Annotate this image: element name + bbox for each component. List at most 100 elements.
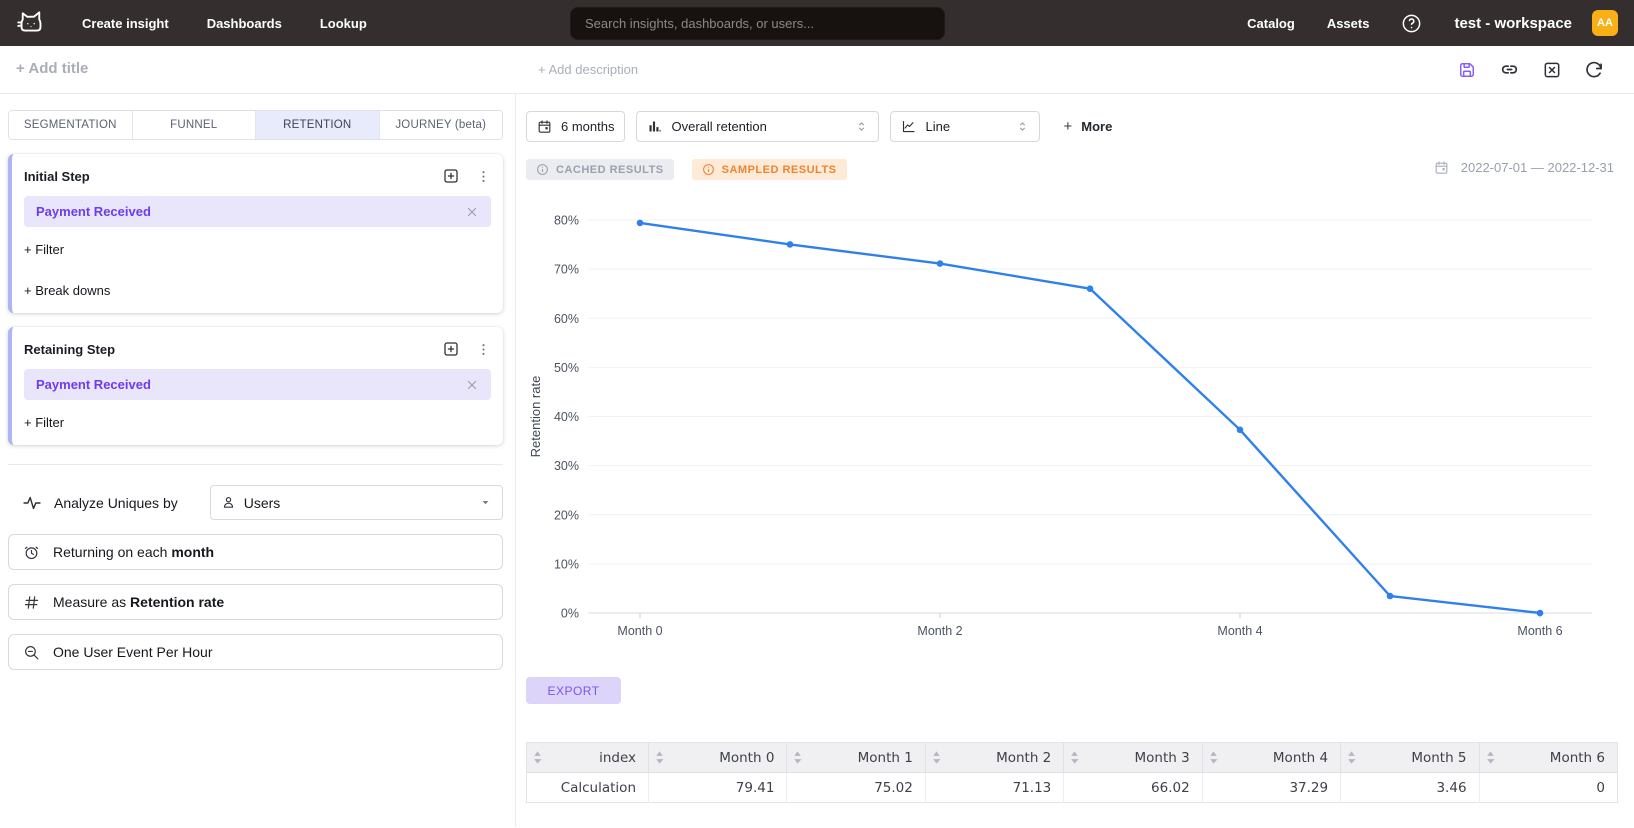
results-table-wrap: index Month 0 Month 1 Month 2 Month 3 Month 4…	[526, 742, 1618, 803]
status-badges-row: CACHED RESULTS SAMPLED RESULTS 2022-07-0…	[526, 159, 1618, 180]
event-name: Payment Received	[36, 377, 151, 392]
data-point	[1386, 592, 1394, 600]
data-points[interactable]	[636, 219, 1544, 617]
date-range-button-label: 6 months	[561, 119, 615, 134]
hash-icon	[22, 594, 40, 611]
table-header-month-0[interactable]: Month 0	[648, 742, 788, 773]
cached-results-badge[interactable]: CACHED RESULTS	[526, 159, 674, 180]
event-name: Payment Received	[36, 204, 151, 219]
search-input[interactable]	[570, 7, 945, 40]
add-filter-link[interactable]: + Filter	[24, 242, 65, 257]
initial-step-title: Initial Step	[24, 168, 90, 184]
remove-event-icon[interactable]	[465, 378, 479, 392]
kebab-menu-icon[interactable]	[476, 342, 491, 357]
data-point	[786, 241, 794, 248]
analysis-tabs: SEGMENTATION FUNNEL RETENTION JOURNEY (b…	[8, 110, 503, 140]
cat-logo-icon[interactable]	[16, 10, 46, 36]
dedupe-option[interactable]: One User Event Per Hour	[8, 634, 503, 670]
measure-as-label: Measure as Retention rate	[53, 594, 225, 610]
initial-step-event-chip[interactable]: Payment Received	[24, 196, 491, 227]
nav-assets[interactable]: Assets	[1326, 15, 1370, 31]
table-header-month-3[interactable]: Month 3	[1063, 742, 1203, 773]
table-row: Calculation 79.41 75.02 71.13 66.02 37.29 3.46…	[526, 772, 1618, 803]
sort-icon	[933, 751, 941, 764]
svg-text:60%: 60%	[554, 312, 579, 326]
svg-text:Month 2: Month 2	[917, 624, 962, 638]
table-cell: 71.13	[925, 772, 1065, 803]
retaining-step-card: Retaining Step	[8, 327, 503, 445]
metric-select[interactable]: Overall retention	[636, 111, 880, 142]
y-axis-labels: 0% 10% 20% 30% 40% 50% 60% 70% 80%	[554, 214, 579, 621]
tab-journey[interactable]: JOURNEY (beta)	[378, 111, 502, 139]
workspace-name[interactable]: test - workspace	[1454, 14, 1572, 32]
metric-select-value: Overall retention	[671, 119, 767, 134]
sort-icon	[1486, 751, 1495, 764]
add-title-field[interactable]: + Add title	[16, 60, 89, 77]
initial-step-card: Initial Step	[8, 154, 503, 313]
table-header-month-6[interactable]: Month 6	[1479, 742, 1618, 773]
more-button-label: More	[1081, 119, 1113, 134]
remove-event-icon[interactable]	[465, 205, 479, 219]
nav-catalog[interactable]: Catalog	[1247, 15, 1295, 31]
nav-dashboards[interactable]: Dashboards	[206, 15, 282, 31]
retention-chart[interactable]: 0% 10% 20% 30% 40% 50% 60% 70% 80% Month 0 Month 2…	[526, 188, 1618, 668]
tab-segmentation[interactable]: SEGMENTATION	[9, 111, 132, 139]
tab-retention[interactable]: RETENTION	[255, 111, 379, 139]
nav-create-insight[interactable]: Create insight	[82, 15, 169, 31]
insight-actions	[1457, 59, 1604, 80]
person-icon	[221, 495, 236, 510]
line-chart-icon	[901, 119, 916, 134]
nav-lookup[interactable]: Lookup	[319, 15, 367, 31]
table-header-month-2[interactable]: Month 2	[925, 742, 1065, 773]
data-point	[1536, 609, 1544, 617]
svg-text:Month 0: Month 0	[617, 624, 662, 638]
date-range-button[interactable]: 6 months	[526, 111, 626, 142]
retaining-step-title: Retaining Step	[24, 341, 116, 357]
returning-interval-option[interactable]: Returning on each month	[8, 534, 503, 570]
zoom-out-icon	[22, 644, 40, 661]
clear-close-icon[interactable]	[1542, 60, 1562, 80]
analyze-entity-value: Users	[243, 494, 281, 511]
add-event-icon[interactable]	[442, 167, 460, 185]
y-axis-title: Retention rate	[528, 376, 543, 458]
global-search	[570, 7, 945, 40]
sort-icon	[656, 751, 664, 764]
user-avatar[interactable]: AA	[1592, 10, 1618, 36]
dedupe-label: One User Event Per Hour	[53, 644, 213, 660]
query-builder-panel: SEGMENTATION FUNNEL RETENTION JOURNEY (b…	[0, 94, 516, 827]
svg-text:70%: 70%	[554, 263, 579, 277]
table-header-month-1[interactable]: Month 1	[786, 742, 926, 773]
table-cell: 37.29	[1202, 772, 1342, 803]
add-event-icon[interactable]	[442, 340, 460, 358]
table-header-month-5[interactable]: Month 5	[1340, 742, 1480, 773]
table-header-index[interactable]: index	[526, 742, 649, 773]
data-point	[1236, 426, 1244, 434]
svg-text:30%: 30%	[554, 459, 579, 473]
sort-icon	[1071, 751, 1079, 764]
add-filter-link[interactable]: + Filter	[24, 415, 65, 430]
retaining-step-event-chip[interactable]: Payment Received	[24, 369, 491, 400]
chart-type-select[interactable]: Line	[890, 111, 1041, 142]
sampled-results-badge[interactable]: SAMPLED RESULTS	[691, 159, 847, 180]
top-nav: Create insight Dashboards Lookup Catalog…	[0, 0, 1634, 46]
more-button[interactable]: + More	[1063, 118, 1112, 135]
add-description-field[interactable]: + Add description	[538, 62, 639, 77]
chart-area: 0% 10% 20% 30% 40% 50% 60% 70% 80% Month 0 Month 2…	[526, 188, 1618, 673]
results-panel: 6 months Overall retention	[516, 94, 1634, 827]
svg-text:50%: 50%	[554, 361, 579, 375]
table-cell: 79.41	[648, 772, 788, 803]
tab-funnel[interactable]: FUNNEL	[131, 111, 255, 139]
table-cell: 0	[1479, 772, 1618, 803]
add-breakdowns-link[interactable]: + Break downs	[24, 283, 111, 298]
export-button[interactable]: EXPORT	[526, 677, 621, 704]
kebab-menu-icon[interactable]	[476, 169, 491, 184]
help-icon[interactable]	[1401, 13, 1422, 34]
refresh-icon[interactable]	[1584, 60, 1604, 80]
copy-link-icon[interactable]	[1499, 59, 1520, 80]
table-header-month-4[interactable]: Month 4	[1202, 742, 1342, 773]
save-icon[interactable]	[1457, 60, 1477, 80]
calendar-icon	[1435, 161, 1448, 174]
analyze-entity-select[interactable]: Users	[209, 485, 503, 520]
measure-as-option[interactable]: Measure as Retention rate	[8, 584, 503, 620]
